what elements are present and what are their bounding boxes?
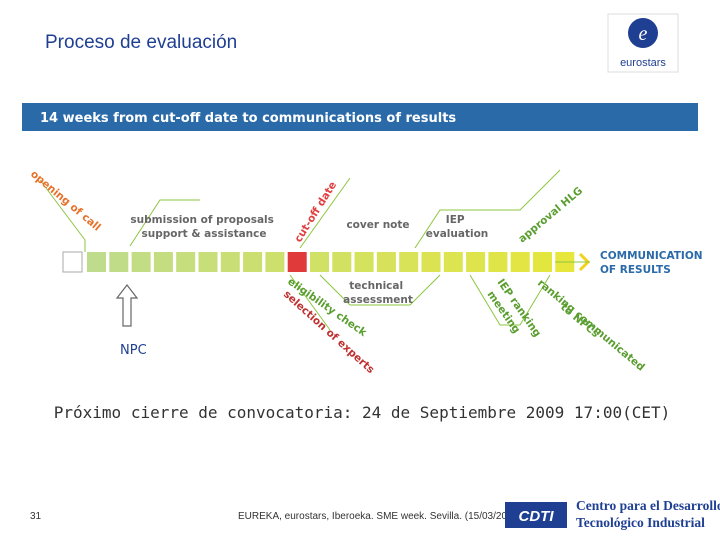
cdti-logo: CDTI [505,502,567,528]
label-line: support & assistance [142,228,267,240]
week-box [466,252,486,272]
week-box [376,252,396,272]
iep-evaluation-label: IEP evaluation [426,214,489,240]
logo-text: eurostars [620,57,666,69]
week-box [488,252,508,272]
label-line: IEP [446,214,465,226]
org-line: Tecnológico Industrial [576,515,705,530]
submission-label: submission of proposals support & assist… [130,214,277,240]
label-line: submission of proposals [130,214,273,226]
communication-label: COMMUNICATION OF RESULTS [600,250,706,276]
week-box [243,252,263,272]
org-line: Centro para el Desarrollo [576,498,720,513]
technical-label: technical assessment [343,280,413,306]
week-box [198,252,218,272]
label-line: assessment [343,294,413,306]
label-line: evaluation [426,228,489,240]
footer-text: EUREKA, eurostars, Iberoeka. SME week. S… [238,511,507,522]
week-box [220,252,240,272]
week-box [87,252,106,272]
npc-label: NPC [120,343,147,358]
week-box [176,252,196,272]
week-box [153,252,173,272]
cutoff-label: cut-off date [292,180,339,245]
banner-text: 14 weeks from cut-off date to communicat… [40,111,456,126]
title: Proceso de evaluación [45,32,237,53]
label-line: technical [349,280,403,292]
opening-label: opening of call [28,168,103,233]
label-line: COMMUNICATION [600,250,703,262]
page-number: 31 [30,511,42,522]
label-line: OF RESULTS [600,264,671,276]
notice: Próximo cierre de convocatoria: 24 de Se… [54,403,671,422]
week-box [421,252,441,272]
week-box [131,252,151,272]
cdti-text: CDTI [519,508,555,525]
week-box [533,252,552,272]
svg-text:e: e [639,23,648,45]
week-box [310,252,329,272]
week-box [287,252,307,272]
week-box [332,252,352,272]
cover-label: cover note [346,219,409,231]
week-box [265,252,285,272]
week-box [443,252,463,272]
week-box [354,252,374,272]
org-name: Centro para el Desarrollo Tecnológico In… [576,498,720,530]
up-arrow [115,284,139,327]
approval-label: approval HLG [516,185,585,245]
week-box [510,252,530,272]
eurostars-logo: e eurostars [607,13,679,73]
week-box [399,252,419,272]
week-box [109,252,129,272]
week-box [62,251,83,273]
timeline [62,251,591,273]
connectors [39,169,590,331]
banner [22,103,698,131]
